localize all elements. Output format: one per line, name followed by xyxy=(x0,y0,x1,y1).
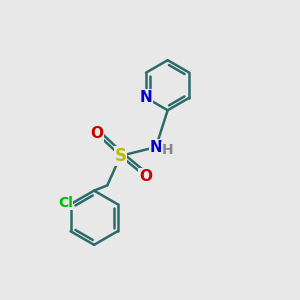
Text: N: N xyxy=(140,90,152,105)
Text: O: O xyxy=(139,169,152,184)
Text: O: O xyxy=(91,126,103,141)
Text: N: N xyxy=(149,140,162,154)
Text: Cl: Cl xyxy=(58,196,73,210)
Text: H: H xyxy=(161,143,173,157)
Text: S: S xyxy=(115,147,127,165)
